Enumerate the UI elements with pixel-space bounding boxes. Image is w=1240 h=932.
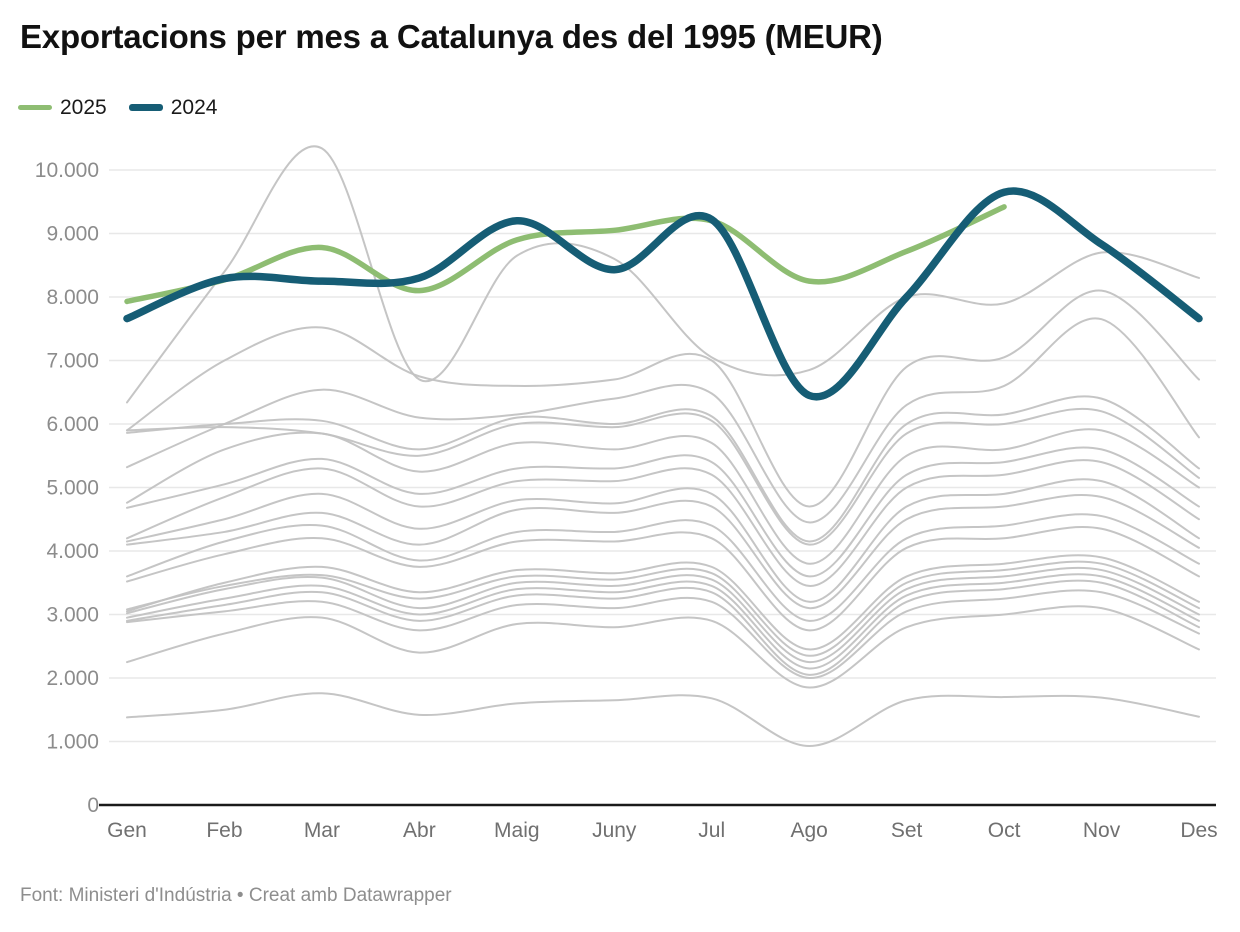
x-axis-labels-group: Gen Feb Mar Abr Maig Juny Jul Ago Set Oct Nov Des <box>107 819 1218 842</box>
background-series-line <box>126 589 1200 680</box>
y-axis-tick-label: 10.000 <box>35 159 99 182</box>
x-axis-tick-label: Mar <box>304 819 340 842</box>
x-axis-tick-label: Des <box>1180 819 1217 842</box>
y-axis-tick-label: 4.000 <box>46 540 99 563</box>
background-series-line <box>126 407 1200 546</box>
background-series-line <box>126 566 1200 664</box>
background-series-line <box>126 579 1200 676</box>
chart-legend: 2025 2024 <box>18 94 217 120</box>
background-series-line <box>126 494 1200 610</box>
x-axis-tick-label: Nov <box>1083 819 1121 842</box>
legend-swatch-2024 <box>128 103 163 111</box>
legend-swatch-2025 <box>18 104 52 110</box>
page-title: Exportacions per mes a Catalunya des del… <box>20 18 883 55</box>
x-axis-tick-label: Jul <box>698 819 725 842</box>
x-axis-tick-label: Abr <box>403 819 436 842</box>
background-series-line <box>126 459 1200 587</box>
background-series-line <box>126 554 1200 651</box>
line-chart-svg: 0 1.000 2.000 3.000 4.000 5.000 6.000 7.000 8.00… <box>35 145 1218 842</box>
x-axis-tick-label: Gen <box>107 819 147 842</box>
x-axis-tick-label: Juny <box>592 819 637 842</box>
y-axis-tick-label: 5.000 <box>46 477 99 500</box>
y-axis-tick-label: 1.000 <box>46 731 99 754</box>
plot-area: 0 1.000 2.000 3.000 4.000 5.000 6.000 7.000 8.00… <box>0 130 1240 860</box>
background-series-line <box>126 395 1200 543</box>
y-axis-tick-label: 7.000 <box>46 350 99 373</box>
y-axis-tick-label: 8.000 <box>46 286 99 309</box>
background-series-line <box>126 560 1200 657</box>
gridlines-group <box>109 169 1216 743</box>
x-axis-tick-label: Feb <box>206 819 242 842</box>
background-series-line <box>126 428 1200 565</box>
y-axis-tick-label: 9.000 <box>46 223 99 246</box>
highlighted-series-group <box>123 187 1203 401</box>
background-series-line <box>126 317 1200 524</box>
legend-label-2025: 2025 <box>60 95 107 119</box>
legend-item-2025[interactable]: 2025 <box>18 97 107 118</box>
chart-footer-source: Font: Ministeri d'Indústria • Creat amb … <box>20 885 452 906</box>
y-axis-tick-label: 6.000 <box>46 413 99 436</box>
y-axis-tick-label: 0 <box>87 794 99 817</box>
background-series-group <box>126 145 1200 747</box>
background-series-line <box>126 526 1200 632</box>
x-axis-tick-label: Set <box>891 819 923 842</box>
series-line-2025[interactable] <box>124 204 1007 305</box>
x-axis-tick-label: Maig <box>494 819 540 842</box>
y-axis-tick-label: 2.000 <box>46 667 99 690</box>
background-series-line <box>126 446 1200 578</box>
legend-label-2024: 2024 <box>170 95 218 119</box>
background-series-line <box>126 478 1200 603</box>
background-series-line <box>126 692 1200 747</box>
x-axis-tick-label: Ago <box>790 819 827 842</box>
legend-item-2024[interactable]: 2024 <box>128 95 218 119</box>
series-line-2024[interactable] <box>123 187 1203 401</box>
background-series-line <box>126 289 1200 508</box>
background-series-line <box>126 513 1200 622</box>
background-series-line <box>126 145 1200 404</box>
background-series-line <box>126 573 1200 670</box>
y-axis-labels-group: 0 1.000 2.000 3.000 4.000 5.000 6.000 7.000 8.00… <box>35 159 99 817</box>
y-axis-tick-label: 3.000 <box>46 604 99 627</box>
background-series-line <box>126 605 1200 689</box>
x-axis-tick-label: Oct <box>988 819 1021 842</box>
